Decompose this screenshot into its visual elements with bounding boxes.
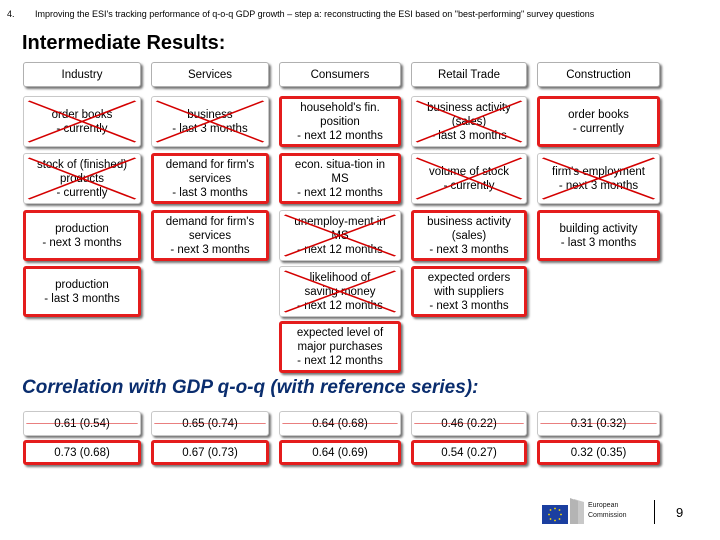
question-label: household's fin. position - next 12 mont…: [297, 101, 383, 142]
selected-correlation-cell: 0.64 (0.69): [279, 440, 401, 465]
question-label: building activity - last 3 months: [559, 222, 638, 249]
selected-question-cell: order books - currently: [537, 96, 660, 147]
question-cell: business - last 3 months: [151, 96, 269, 147]
page-number: 9: [676, 505, 684, 520]
european-commission-logo: European Commission: [540, 496, 658, 526]
logo-text-european: European: [588, 502, 619, 509]
correlation-value: 0.64 (0.69): [312, 446, 368, 459]
correlation-cell: 0.61 (0.54): [23, 411, 141, 436]
question-label: production - next 3 months: [42, 222, 122, 249]
selected-question-cell: household's fin. position - next 12 mont…: [279, 96, 401, 147]
correlation-value: 0.65 (0.74): [182, 417, 238, 430]
question-label: order books - currently: [51, 108, 113, 135]
question-label: demand for firm's services - last 3 mont…: [165, 158, 255, 199]
eu-flag-icon: [542, 498, 584, 524]
selected-correlation-cell: 0.32 (0.35): [537, 440, 660, 465]
intermediate-results-heading: Intermediate Results:: [22, 32, 226, 54]
question-cell: firm's employment - next 3 months: [537, 153, 660, 204]
selected-correlation-cell: 0.54 (0.27): [411, 440, 527, 465]
selected-question-cell: building activity - last 3 months: [537, 210, 660, 261]
selected-question-cell: expected orders with suppliers - next 3 …: [411, 266, 527, 317]
question-label: likelihood of saving money - next 12 mon…: [297, 271, 383, 312]
selected-question-cell: demand for firm's services - next 3 mont…: [151, 210, 269, 261]
correlation-value: 0.67 (0.73): [182, 446, 238, 459]
selected-question-cell: demand for firm's services - last 3 mont…: [151, 153, 269, 204]
column-header-industry: Industry: [23, 62, 141, 87]
question-cell: likelihood of saving money - next 12 mon…: [279, 266, 401, 317]
logo-divider: [654, 500, 655, 524]
selected-question-cell: production - last 3 months: [23, 266, 141, 317]
selected-question-cell: expected level of major purchases - next…: [279, 321, 401, 373]
question-label: production - last 3 months: [44, 278, 120, 305]
column-header-services: Services: [151, 62, 269, 87]
logo-text-commission: Commission: [588, 512, 627, 519]
correlation-cell: 0.65 (0.74): [151, 411, 269, 436]
question-label: demand for firm's services - next 3 mont…: [165, 215, 255, 256]
correlation-heading: Correlation with GDP q-o-q (with referen…: [22, 377, 479, 398]
correlation-cell: 0.64 (0.68): [279, 411, 401, 436]
slide-section-number: 4.: [7, 9, 15, 19]
question-label: expected orders with suppliers - next 3 …: [427, 271, 511, 312]
question-cell: unemploy-ment in MS - next 12 months: [279, 210, 401, 261]
selected-question-cell: econ. situa-tion in MS - next 12 months: [279, 153, 401, 204]
question-cell: stock of (finished) products - currently: [23, 153, 141, 204]
column-header-consumers: Consumers: [279, 62, 401, 87]
question-label: econ. situa-tion in MS - next 12 months: [294, 158, 386, 199]
question-label: expected level of major purchases - next…: [296, 327, 384, 367]
selected-correlation-cell: 0.73 (0.68): [23, 440, 141, 465]
question-label: stock of (finished) products - currently: [36, 158, 128, 199]
question-cell: business activity (sales) - last 3 month…: [411, 96, 527, 147]
slide-title: Improving the ESI's tracking performance…: [35, 9, 595, 19]
question-cell: volume of stock - currently: [411, 153, 527, 204]
correlation-value: 0.64 (0.68): [312, 417, 368, 430]
correlation-value: 0.73 (0.68): [54, 446, 110, 459]
question-cell: order books - currently: [23, 96, 141, 147]
correlation-cell: 0.31 (0.32): [537, 411, 660, 436]
question-label: unemploy-ment in MS - next 12 months: [294, 215, 386, 256]
column-header-construction: Construction: [537, 62, 660, 87]
correlation-value: 0.61 (0.54): [54, 417, 110, 430]
correlation-value: 0.32 (0.35): [570, 446, 627, 459]
correlation-value: 0.46 (0.22): [441, 417, 497, 430]
correlation-value: 0.54 (0.27): [441, 446, 497, 459]
correlation-cell: 0.46 (0.22): [411, 411, 527, 436]
column-header-retail-trade: Retail Trade: [411, 62, 527, 87]
selected-correlation-cell: 0.67 (0.73): [151, 440, 269, 465]
question-label: business activity (sales) - next 3 month…: [427, 215, 511, 256]
question-label: order books - currently: [568, 108, 629, 135]
correlation-value: 0.31 (0.32): [570, 417, 627, 430]
selected-question-cell: business activity (sales) - next 3 month…: [411, 210, 527, 261]
question-label: volume of stock - currently: [429, 165, 509, 192]
question-label: business - last 3 months: [172, 108, 248, 135]
question-label: firm's employment - next 3 months: [552, 165, 645, 192]
question-label: business activity (sales) - last 3 month…: [427, 101, 511, 142]
selected-question-cell: production - next 3 months: [23, 210, 141, 261]
